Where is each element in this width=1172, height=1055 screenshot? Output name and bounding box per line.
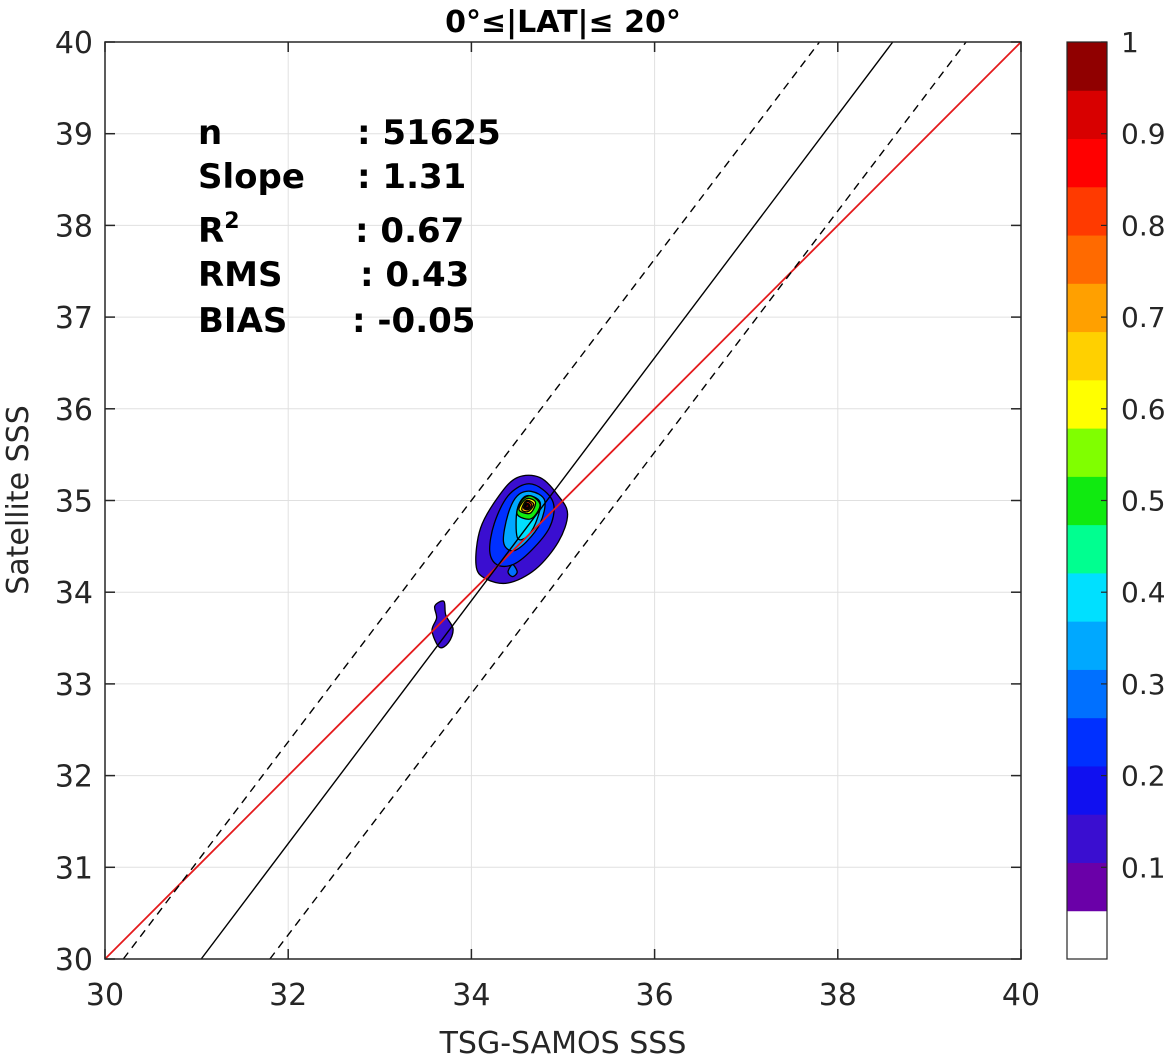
y-tick-label-31: 31 [55, 851, 93, 886]
x-tick-label-40: 40 [1002, 978, 1040, 1013]
colorbar-tick-label-0.7: 0.7 [1121, 301, 1166, 334]
colorbar-tick-label-1: 1 [1121, 26, 1139, 59]
y-tick-label-38: 38 [55, 209, 93, 244]
stat-label-rms: RMS [198, 255, 283, 295]
one-to-one-line [105, 42, 1021, 959]
colorbar-tick-label-0.3: 0.3 [1121, 668, 1166, 701]
y-tick-label-33: 33 [55, 668, 93, 703]
y-tick-label-34: 34 [55, 576, 93, 611]
y-tick-label-35: 35 [55, 485, 93, 520]
colorbar-tick-label-0.8: 0.8 [1121, 209, 1166, 242]
x-tick-label-30: 30 [86, 978, 124, 1013]
x-tick-label-38: 38 [819, 978, 857, 1013]
stat-value-slope: : 1.31 [357, 157, 466, 197]
colorbar-segment-15 [1067, 186, 1107, 236]
contour-level-0.05-part-1 [431, 600, 454, 649]
reference-lines [105, 42, 1021, 959]
stat-value-r: : 0.67 [355, 211, 464, 251]
colorbar-segment-2 [1067, 814, 1107, 863]
contour-level-0.95-part-0 [524, 503, 530, 509]
regression-line [200, 42, 894, 959]
colorbar-segment-6 [1067, 621, 1107, 670]
stat-label-bias: BIAS [198, 301, 287, 341]
colorbar-segment-14 [1067, 235, 1107, 284]
y-axis-ticks: 30 31 32 33 34 35 36 37 38 39 40 [55, 26, 1021, 978]
colorbar-segment-9 [1067, 476, 1107, 526]
lower-bound-line [269, 42, 967, 959]
colorbar-tick-label-0.4: 0.4 [1121, 576, 1166, 609]
x-tick-label-36: 36 [636, 978, 674, 1013]
colorbar-tick-label-0.6: 0.6 [1121, 393, 1166, 426]
contour-level-0.2-part-0 [507, 564, 518, 578]
stat-value-n: : 51625 [357, 113, 501, 153]
stats-annotation: n : 51625 Slope : 1.31 R2 : 0.67 RMS : 0.43 BIAS… [198, 113, 501, 341]
colorbar-segment-13 [1067, 283, 1107, 333]
stat-label-n: n [198, 113, 222, 153]
colorbar-segment-0 [1067, 910, 1107, 960]
y-tick-label-37: 37 [55, 301, 93, 336]
colorbar: 0.1 0.2 0.3 0.4 0.5 0.6 0.7 0.8 0.9 1 [1066, 26, 1166, 960]
stat-label-superscript: 2 [224, 209, 239, 234]
colorbar-segment-12 [1067, 331, 1107, 381]
colorbar-segment-18 [1067, 42, 1107, 91]
x-axis-label: TSG-SAMOS SSS [439, 1026, 687, 1055]
colorbar-segment-1 [1067, 862, 1107, 912]
y-tick-label-40: 40 [55, 26, 93, 61]
stat-value-rms: : 0.43 [360, 255, 469, 295]
x-tick-label-32: 32 [269, 978, 307, 1013]
x-tick-label-34: 34 [452, 978, 490, 1013]
colorbar-tick-label-0.1: 0.1 [1121, 851, 1166, 884]
colorbar-segment-8 [1067, 524, 1107, 574]
colorbar-segment-11 [1067, 379, 1107, 429]
chart-title: 0°≤|LAT|≤ 20° [445, 5, 681, 40]
colorbar-segment-17 [1067, 90, 1107, 140]
colorbar-tick-label-0.9: 0.9 [1121, 118, 1166, 151]
y-axis-label: Satellite SSS [1, 405, 36, 595]
stat-label-slope: Slope [198, 157, 305, 197]
x-axis-ticks: 30 32 34 36 38 40 [86, 42, 1040, 1013]
colorbar-segment-4 [1067, 717, 1107, 767]
colorbar-segment-5 [1067, 669, 1107, 719]
contour-layer [431, 474, 569, 649]
stat-value-bias: : -0.05 [352, 301, 475, 341]
colorbar-segment-10 [1067, 428, 1107, 477]
colorbar-segment-7 [1067, 572, 1107, 622]
plot-area [105, 42, 1021, 959]
y-tick-label-36: 36 [55, 393, 93, 428]
stat-label-r: R2 [198, 209, 240, 251]
upper-bound-line [122, 42, 821, 959]
colorbar-tick-label-0.2: 0.2 [1121, 760, 1166, 793]
y-tick-label-30: 30 [55, 943, 93, 978]
y-tick-label-32: 32 [55, 760, 93, 795]
colorbar-segment-3 [1067, 765, 1107, 815]
y-tick-label-39: 39 [55, 118, 93, 153]
colorbar-tick-label-0.5: 0.5 [1121, 485, 1166, 518]
colorbar-segment-16 [1067, 138, 1107, 188]
